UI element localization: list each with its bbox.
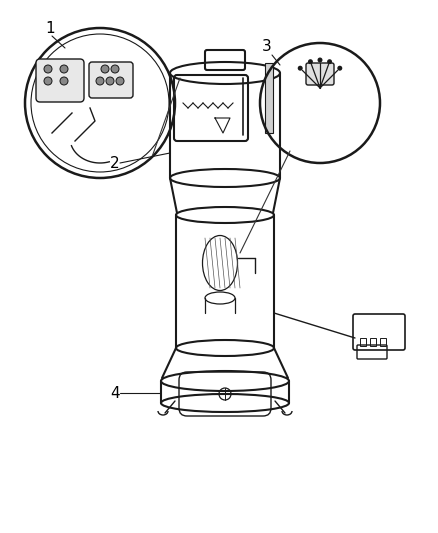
Circle shape — [44, 65, 52, 73]
Circle shape — [60, 65, 68, 73]
FancyBboxPatch shape — [89, 62, 133, 98]
Circle shape — [116, 77, 124, 85]
FancyBboxPatch shape — [306, 63, 334, 85]
Circle shape — [298, 66, 303, 71]
Circle shape — [111, 65, 119, 73]
Circle shape — [96, 77, 104, 85]
Bar — [380, 338, 386, 346]
Circle shape — [60, 77, 68, 85]
Text: 2: 2 — [110, 156, 120, 171]
Circle shape — [308, 59, 313, 64]
Text: 1: 1 — [45, 21, 55, 36]
Circle shape — [101, 65, 109, 73]
Circle shape — [327, 59, 332, 64]
Circle shape — [44, 77, 52, 85]
Circle shape — [318, 58, 322, 62]
Circle shape — [106, 77, 114, 85]
Bar — [265, 63, 273, 133]
Bar — [370, 338, 376, 346]
Text: 3: 3 — [262, 39, 272, 54]
Circle shape — [337, 66, 343, 71]
FancyBboxPatch shape — [36, 59, 84, 102]
Text: 4: 4 — [110, 386, 120, 401]
Bar — [360, 338, 366, 346]
